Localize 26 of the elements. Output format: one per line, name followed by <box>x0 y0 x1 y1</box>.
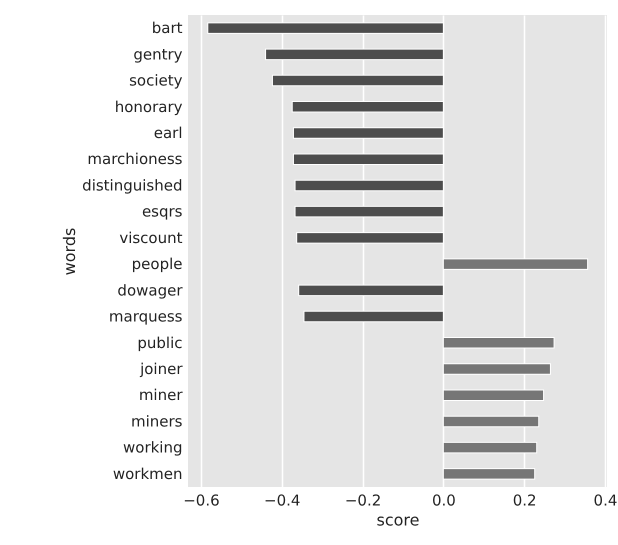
y-tick-label: joiner <box>139 360 184 378</box>
y-tick-label: esqrs <box>142 202 183 221</box>
y-tick-label: honorary <box>114 98 183 116</box>
y-tick-label: people <box>132 255 182 274</box>
y-tick-label: earl <box>154 124 182 142</box>
y-tick-label: public <box>137 334 182 352</box>
y-tick-label: miners <box>131 412 183 430</box>
y-axis-title: words <box>60 228 80 276</box>
y-tick-label: distinguished <box>82 176 182 194</box>
y-tick-label: miner <box>138 386 184 404</box>
y-tick-label: gentry <box>133 45 183 64</box>
x-tick-label: 0.4 <box>594 492 618 510</box>
x-tick-label: 0.2 <box>512 492 537 510</box>
y-tick-label: society <box>129 72 183 90</box>
x-tick-label: −0.2 <box>344 492 382 510</box>
y-tick-label: dowager <box>117 281 184 300</box>
y-tick-label: workmen <box>112 464 182 483</box>
y-tick-label: working <box>123 438 182 457</box>
y-tick-label: viscount <box>119 228 183 247</box>
x-tick-label: −0.6 <box>183 492 220 510</box>
x-tick-label: −0.4 <box>264 492 300 510</box>
x-axis-title: score <box>376 510 420 530</box>
y-tick-label: bart <box>152 19 183 38</box>
x-tick-label: 0.0 <box>432 492 456 510</box>
y-tick-label: marquess <box>108 308 183 326</box>
y-tick-label: marchioness <box>87 150 183 168</box>
